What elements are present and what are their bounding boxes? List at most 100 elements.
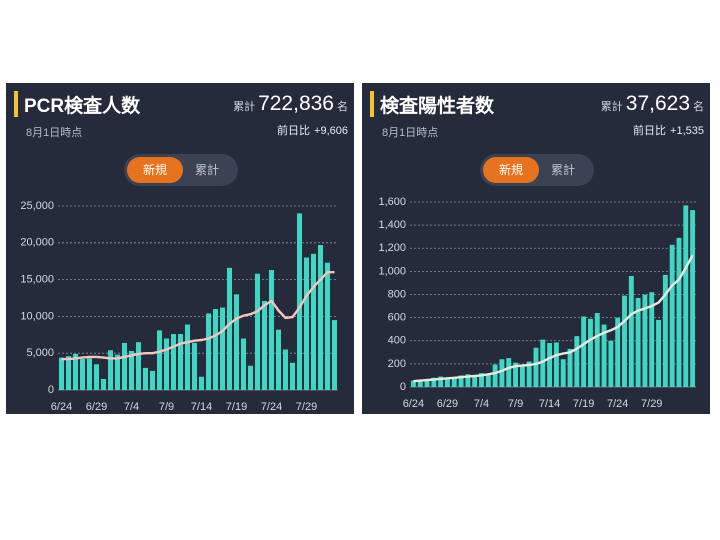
- bar: [669, 244, 675, 387]
- x-tick-label: 7/19: [573, 398, 594, 410]
- x-tick-label: 6/29: [86, 401, 107, 413]
- bar: [149, 370, 156, 390]
- bar: [135, 342, 142, 390]
- bar: [438, 376, 444, 387]
- average-line: [413, 254, 694, 383]
- y-tick-label: 400: [388, 335, 406, 347]
- as-of-date: 8月1日時点: [26, 127, 83, 139]
- bar: [219, 307, 226, 390]
- bar: [128, 350, 135, 390]
- view-toggle: 新規 累計: [480, 154, 594, 186]
- average-line: [61, 270, 335, 361]
- x-tick-label: 7/24: [607, 398, 628, 410]
- x-tick-label: 6/24: [403, 398, 424, 410]
- toggle-cumulative-button[interactable]: 累計: [550, 163, 575, 177]
- bar: [547, 343, 553, 387]
- total-unit: 名: [693, 101, 704, 113]
- bar: [303, 257, 310, 390]
- y-tick-label: 1,000: [378, 265, 406, 277]
- x-tick-label: 6/29: [437, 398, 458, 410]
- x-tick-label: 7/9: [508, 398, 523, 410]
- total-value: 722,836: [258, 92, 334, 115]
- total-unit: 名: [337, 101, 348, 113]
- x-tick-label: 7/24: [261, 401, 282, 413]
- bar: [615, 317, 621, 387]
- bar: [331, 320, 338, 390]
- bar: [177, 334, 184, 390]
- bar: [445, 378, 450, 387]
- bar: [594, 313, 600, 387]
- bar: [142, 367, 149, 390]
- x-tick-label: 7/9: [159, 401, 174, 413]
- x-tick-label: 7/29: [296, 401, 317, 413]
- bar: [424, 378, 430, 387]
- bar: [485, 374, 491, 387]
- toggle-cumulative-button[interactable]: 累計: [194, 163, 219, 177]
- bar: [93, 364, 100, 390]
- positive-cases-panel: 検査陽性者数 8月1日時点 累計 37,623 名 前日比 +1,535 新規 累計 …: [362, 83, 710, 414]
- bar: [635, 297, 641, 387]
- y-tick-label: 25,000: [20, 200, 54, 212]
- bar: [226, 267, 233, 390]
- bar: [656, 319, 661, 387]
- y-tick-label: 200: [388, 358, 406, 370]
- bar: [170, 334, 177, 390]
- panel-title: PCR検査人数: [24, 96, 141, 117]
- bar: [191, 342, 198, 390]
- total-value: 37,623: [625, 92, 690, 115]
- panel-title: 検査陽性者数: [380, 96, 495, 117]
- x-tick-label: 7/14: [191, 401, 212, 413]
- cumulative-total: 累計 722,836 名: [233, 92, 348, 116]
- y-tick-label: 10,000: [20, 310, 54, 322]
- bar: [662, 274, 668, 387]
- bar: [282, 349, 289, 390]
- diff-value: +9,606: [314, 125, 348, 137]
- x-tick-label: 7/19: [226, 401, 247, 413]
- bar: [472, 375, 478, 387]
- pcr-tests-chart: 0 5,000 10,000 15,000 20,000 25,000 6/24 6/29 7/…: [20, 200, 338, 413]
- bar: [289, 362, 296, 390]
- y-tick-label: 1,600: [378, 196, 406, 208]
- bar: [100, 378, 107, 390]
- bar: [588, 318, 593, 387]
- bar: [553, 342, 559, 387]
- view-toggle: 新規 累計: [124, 154, 238, 186]
- title-accent-bar: [14, 91, 18, 117]
- day-over-day: 前日比 +1,535: [633, 122, 704, 138]
- y-tick-label: 0: [48, 384, 54, 396]
- y-tick-label: 600: [388, 312, 406, 324]
- total-label: 累計: [233, 101, 256, 113]
- bar: [72, 353, 79, 390]
- bar: [560, 359, 566, 387]
- bar: [212, 309, 219, 390]
- bar: [628, 276, 634, 387]
- bar: [506, 358, 512, 387]
- bar: [247, 365, 254, 390]
- positive-cases-chart: 0 200 400 600 800 1,000 1,200 1,400 1,600 6/24 6/2…: [378, 196, 696, 410]
- bar: [479, 373, 484, 387]
- bar: [465, 374, 471, 387]
- toggle-new-button[interactable]: 新規: [483, 157, 539, 183]
- bar: [296, 213, 303, 390]
- bar: [519, 366, 525, 387]
- bar: [240, 338, 247, 390]
- bar: [622, 295, 627, 387]
- bar: [233, 294, 240, 390]
- bar: [114, 354, 121, 390]
- bar: [121, 342, 128, 390]
- toggle-new-button[interactable]: 新規: [127, 157, 183, 183]
- bar: [275, 329, 282, 390]
- bar: [649, 292, 655, 387]
- bar: [310, 253, 317, 390]
- bar: [451, 377, 457, 387]
- y-tick-label: 20,000: [20, 237, 54, 249]
- bar: [492, 364, 498, 387]
- bar: [417, 381, 423, 387]
- bar: [58, 357, 65, 390]
- cumulative-total: 累計 37,623 名: [601, 92, 704, 116]
- diff-label: 前日比: [633, 125, 667, 137]
- bar: [184, 324, 191, 390]
- as-of-date: 8月1日時点: [382, 127, 439, 139]
- x-tick-label: 7/14: [539, 398, 560, 410]
- bar: [499, 359, 505, 387]
